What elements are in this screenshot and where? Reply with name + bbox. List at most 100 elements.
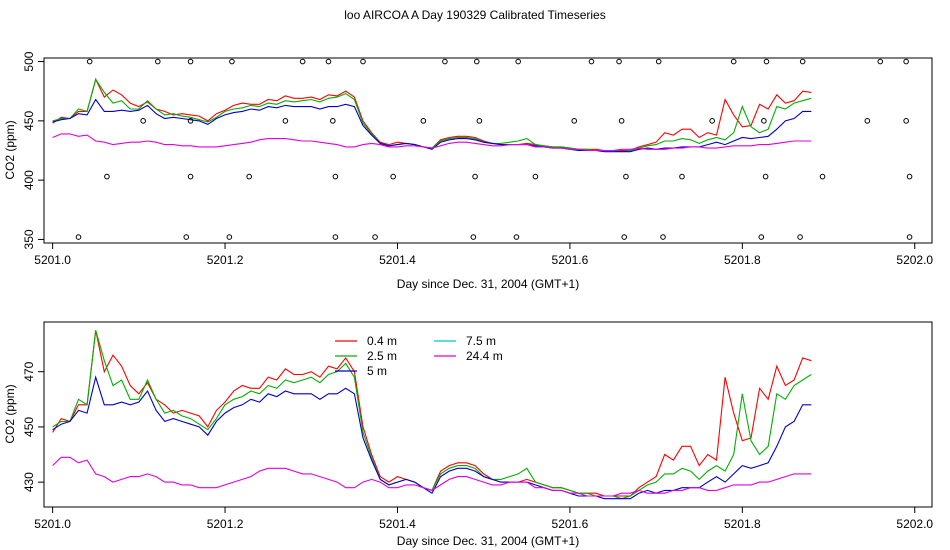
calibration-point [532,173,539,180]
calibration-point [332,173,339,180]
series-group [52,330,812,500]
calibration-points [75,58,913,240]
series-group [52,77,812,153]
calibration-point [140,118,146,124]
legend-label: 0.4 m [367,334,397,348]
calibration-point [906,234,913,240]
x-axis: 5201.0 5201.2 5201.4 5201.6 5201.8 5202.0 [34,243,933,267]
x-tick-label: 5201.4 [379,253,416,267]
y-axis-label: CO2 (ppm) [3,384,17,443]
y-tick-label: 470 [22,361,36,381]
calibration-point [660,234,666,240]
legend-label: 7.5 m [466,334,496,348]
y-tick-label: 430 [22,472,36,492]
calibration-point [282,118,289,124]
series-line-24-4-m [52,456,812,497]
calibration-point [473,58,480,65]
calibration-point [797,234,803,240]
calibration-point [226,234,233,240]
calibration-point [730,58,737,65]
x-tick-label: 5201.2 [207,253,244,267]
x-tick-label: 5201.4 [379,517,416,531]
calibration-point [906,173,913,180]
calibration-point [187,58,194,65]
calibration-point [229,58,235,65]
y-tick-label: 500 [22,51,36,71]
y-tick-label: 400 [22,170,36,190]
series-line-2-5-m [52,77,812,153]
y-tick-label: 350 [22,229,36,249]
x-axis-label: Day since Dec. 31, 2004 (GMT+1) [397,534,579,548]
x-tick-label: 5201.0 [34,253,71,267]
top-panel: 5201.0 5201.2 5201.4 5201.6 5201.8 5202.0 350… [3,51,933,291]
calibration-point [864,118,871,124]
plot-frame [43,321,933,508]
legend-label: 2.5 m [367,349,397,363]
x-tick-label: 5201.6 [552,517,589,531]
calibration-point [588,58,595,65]
calibration-point [187,173,194,180]
calibration-point [618,118,625,124]
y-axis: 430 450 470 [22,361,44,492]
calibration-point [187,118,194,124]
calibration-point [877,58,884,65]
calibration-point [762,173,769,180]
calibration-point [761,118,767,124]
calibration-point [420,118,427,124]
calibration-point [571,118,578,124]
calibration-point [758,234,765,240]
calibration-point [903,58,909,65]
calibration-point [470,234,477,240]
x-tick-label: 5201.6 [552,253,589,267]
x-tick-label: 5201.8 [724,517,761,531]
calibration-point [332,234,339,240]
calibration-point [763,58,770,65]
plot-frame [43,57,933,244]
calibration-point [472,173,478,180]
x-tick-label: 5201.0 [34,517,71,531]
series-line-5-m [52,98,812,153]
x-tick-label: 5202.0 [896,253,933,267]
y-tick-label: 450 [22,111,36,131]
calibration-point [515,58,521,65]
calibration-point [330,118,336,124]
x-tick-label: 5201.2 [207,517,244,531]
calibration-point [246,173,252,180]
legend-label: 5 m [367,364,387,378]
x-tick-label: 5202.0 [896,517,933,531]
y-axis: 350 400 450 500 [22,51,44,249]
series-line-0-4-m [52,330,812,497]
calibration-point [75,234,82,240]
calibration-point [390,173,396,180]
calibration-point [360,58,366,65]
calibration-point [655,58,662,65]
figure-title: loo AIRCOA A Day 190329 Calibrated Times… [344,8,605,22]
calibration-point [799,58,806,65]
calibration-point [616,58,622,65]
calibration-point [372,234,378,240]
calibration-point [476,118,483,124]
series-line-24-4-m [52,133,812,152]
calibration-point [325,58,332,65]
calibration-point [709,118,715,124]
calibration-point [86,58,93,65]
series-line-2-5-m [52,330,812,500]
y-tick-label: 450 [22,417,36,437]
calibration-point [623,173,629,180]
calibration-point [299,58,306,65]
calibration-point [104,173,110,180]
calibration-point [621,234,628,240]
legend: 0.4 m2.5 m5 m 7.5 m24.4 m [335,334,503,378]
y-axis-label: CO2 (ppm) [3,120,17,179]
calibration-point [679,173,685,180]
calibration-point [155,58,161,65]
x-tick-label: 5201.8 [724,253,761,267]
calibration-point [442,58,448,65]
calibration-point [513,234,520,240]
series-line-5-m [52,375,812,500]
calibration-point [183,234,190,240]
x-axis: 5201.0 5201.2 5201.4 5201.6 5201.8 5202.0 [34,507,933,531]
x-axis-label: Day since Dec. 31, 2004 (GMT+1) [397,277,579,291]
legend-label: 24.4 m [466,349,503,363]
